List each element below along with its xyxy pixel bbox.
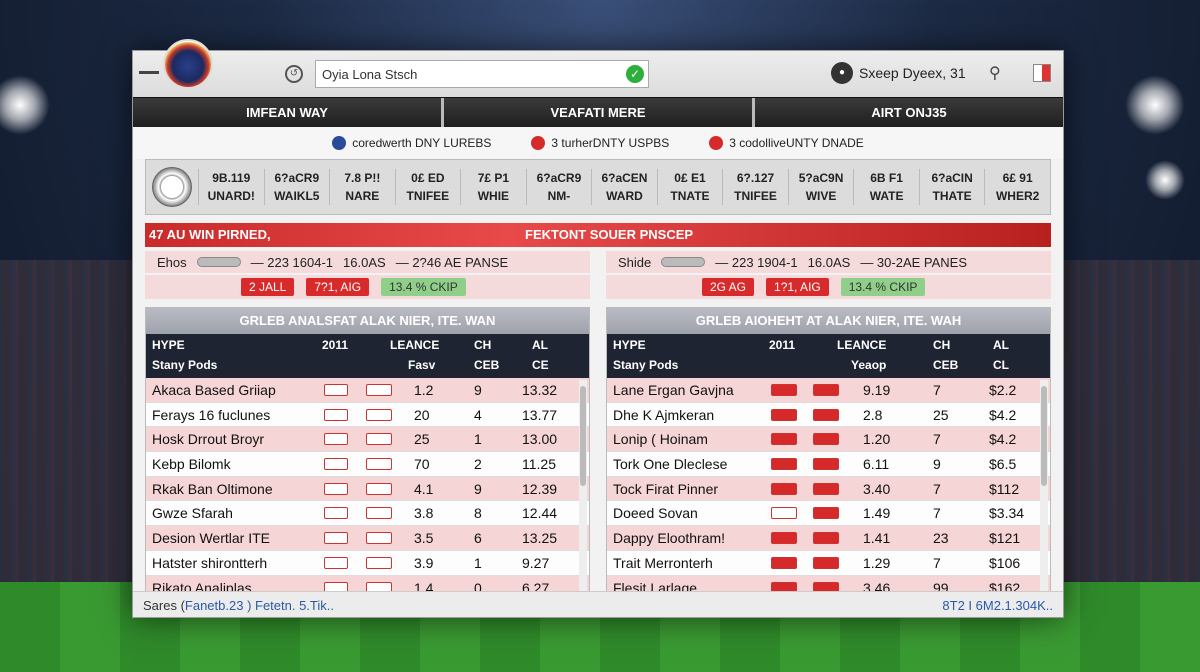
table-row[interactable]: Dappy Eloothram! 1.41 23 $121 — [607, 526, 1050, 551]
league-filter-bar: coredwerth DNY LUREBS 3 turherDNTY USPBS… — [133, 127, 1063, 159]
table-row[interactable]: Lonip ( Hoinam 1.20 7 $4.2 — [607, 427, 1050, 453]
match-row: Ehos — 223 1604-1 16.0AS — 2?46 AE PANSE S… — [145, 251, 1051, 273]
table-row[interactable]: Desion Wertlar ITE 3.5 6 13.25 — [146, 526, 589, 551]
menu-icon[interactable] — [139, 71, 159, 74]
tab-1[interactable]: IMFEAN WAY — [133, 98, 444, 127]
tables-area: GRLEB ANALSFAT ALAK NIER, ITE. WAN HYPE … — [145, 307, 1051, 601]
table-row[interactable]: Ferays 16 fuclunes 20 4 13.77 — [146, 402, 589, 428]
table-row[interactable]: Kebp Bilomk 70 2 11.25 — [146, 452, 589, 477]
flag-icon[interactable] — [1033, 64, 1051, 82]
scrollbar[interactable] — [1040, 380, 1048, 596]
location-pin-icon[interactable]: ⚲ — [989, 65, 1001, 82]
stat-cell[interactable]: 6?aCEN WARD — [591, 169, 657, 205]
odds-row: 2 JALL 7?1, AIG 13.4 % CKIP 2G AG 1?1, A… — [145, 275, 1051, 299]
title-bar: ↺ ✓ ● Sxeep Dyeex, 31 ⚲ — [133, 39, 1063, 97]
tab-2[interactable]: VEAFATI MERE — [444, 98, 755, 127]
stat-cell[interactable]: 6B F1 WATE — [853, 169, 919, 205]
status-bar: Sares (Fanetb.23 ) Fetetn. 5.Tik.. 8T2 I… — [133, 591, 1063, 617]
league-icon — [709, 136, 724, 150]
nav-tabs: IMFEAN WAY VEAFATI MERE AIRT ONJ35 — [133, 97, 1063, 127]
league-icon — [332, 136, 347, 150]
league-label: coredwerth DNY LUREBS — [352, 136, 492, 150]
featured-match-banner: 47 AU WIN PIRNED, FEKTONT SOUER PNSCEP — [145, 223, 1051, 247]
odds-button[interactable]: 13.4 % CKIP — [381, 278, 466, 296]
right-table-panel: GRLEB AIOHEHT AT ALAK NIER, ITE. WAH HYP… — [606, 307, 1051, 601]
toggle-icon[interactable] — [196, 257, 241, 267]
stats-strip: 9B.119 UNARD! 6?aCR9 WAIKL5 7.8 P!! NARE 0£… — [145, 159, 1051, 215]
search-input[interactable] — [322, 66, 612, 82]
stat-cell[interactable]: 6?aCR9 WAIKL5 — [263, 169, 330, 205]
stat-cell[interactable]: 6?.127 TNIFEE — [722, 169, 788, 205]
table-body: Akaca Based Griiap 1.2 9 13.32 Ferays 16 fu… — [146, 378, 589, 601]
table-row[interactable]: Dhe K Ajmkeran 2.8 25 $4.2 — [607, 402, 1050, 428]
league-item[interactable]: 3 codolliveUNTY DNADE — [709, 136, 864, 150]
table-row[interactable]: Trait Merronterh 1.29 7 $106 — [607, 550, 1050, 576]
floodlight — [1145, 160, 1185, 200]
stat-cell[interactable]: 6?aCR9 NM- — [525, 169, 592, 205]
search-box[interactable]: ✓ — [315, 60, 649, 88]
odds-button[interactable]: 7?1, AIG — [306, 278, 370, 296]
soccer-ball-icon — [152, 167, 192, 207]
scrollbar[interactable] — [579, 380, 587, 596]
odds-button[interactable]: 2G AG — [702, 278, 755, 296]
table-row[interactable]: Doeed Sovan 1.49 7 $3.34 — [607, 501, 1050, 527]
floodlight — [0, 75, 50, 135]
user-avatar-icon: ● — [831, 62, 853, 84]
app-window: ↺ ✓ ● Sxeep Dyeex, 31 ⚲ IMFEAN WAY VEAFA… — [132, 39, 1064, 618]
history-icon[interactable]: ↺ — [285, 65, 303, 83]
user-name: Sxeep Dyeex, 31 — [859, 65, 966, 81]
odds-left: 2 JALL 7?1, AIG 13.4 % CKIP — [145, 275, 590, 299]
banner-title: FEKTONT SOUER PNSCEP — [525, 227, 694, 242]
stat-cell[interactable]: 6£ 91 WHER2 — [984, 169, 1050, 205]
toggle-icon[interactable] — [661, 257, 706, 267]
league-item[interactable]: coredwerth DNY LUREBS — [332, 136, 491, 150]
league-item[interactable]: 3 turherDNTY USPBS — [531, 136, 669, 150]
stat-cell[interactable]: 0£ E1 TNATE — [656, 169, 723, 205]
stat-cell[interactable]: 7.8 P!! NARE — [329, 169, 395, 205]
league-icon — [531, 136, 546, 150]
left-table-panel: GRLEB ANALSFAT ALAK NIER, ITE. WAN HYPE … — [145, 307, 590, 601]
table-row[interactable]: Hatster shirontterh 3.9 1 9.27 — [146, 550, 589, 576]
league-label: 3 codolliveUNTY DNADE — [729, 136, 864, 150]
panel-title: GRLEB AIOHEHT AT ALAK NIER, ITE. WAH — [607, 308, 1050, 334]
banner-left-text: 47 AU WIN PIRNED, — [149, 227, 271, 242]
stat-cell[interactable]: 9B.119 UNARD! — [198, 169, 264, 205]
table-header: HYPE 2011 LEANCE CH AL Stany Pods Fasv C… — [146, 334, 589, 378]
table-body: Lane Ergan Gavjna 9.19 7 $2.2 Dhe K Ajmkera… — [607, 378, 1050, 601]
odds-button[interactable]: 13.4 % CKIP — [840, 278, 926, 296]
stat-cell[interactable]: 7£ P1 WHIE — [460, 169, 526, 205]
table-row[interactable]: Akaca Based Griiap 1.2 9 13.32 — [146, 378, 589, 403]
match-left[interactable]: Ehos — 223 1604-1 16.0AS — 2?46 AE PANSE — [145, 251, 590, 273]
stat-cell[interactable]: 5?aC9N WIVE — [787, 169, 854, 205]
user-menu[interactable]: ● Sxeep Dyeex, 31 — [831, 62, 966, 84]
table-row[interactable]: Tock Firat Pinner 3.40 7 $112 — [607, 476, 1050, 502]
panel-title: GRLEB ANALSFAT ALAK NIER, ITE. WAN — [146, 308, 589, 334]
tab-3[interactable]: AIRT ONJ35 — [755, 98, 1063, 127]
table-row[interactable]: Gwze Sfarah 3.8 8 12.44 — [146, 501, 589, 527]
odds-button[interactable]: 1?1, AIG — [766, 278, 829, 296]
status-left: Sares (Fanetb.23 ) Fetetn. 5.Tik.. — [143, 598, 334, 613]
floodlight — [1125, 75, 1185, 135]
table-row[interactable]: Lane Ergan Gavjna 9.19 7 $2.2 — [607, 378, 1050, 403]
table-header: HYPE 2011 LEANCE CH AL Stany Pods Yeaop … — [607, 334, 1050, 378]
table-row[interactable]: Rkak Ban Oltimone 4.1 9 12.39 — [146, 476, 589, 502]
odds-button[interactable]: 2 JALL — [241, 278, 295, 296]
status-right: 8T2 I 6M2.1.304K.. — [942, 598, 1053, 613]
table-row[interactable]: Hosk Drrout Broyr 25 1 13.00 — [146, 427, 589, 453]
match-right[interactable]: Shide — 223 1904-1 16.0AS — 30-2AE PANES — [606, 251, 1051, 273]
stat-cell[interactable]: 6?aCIN THATE — [918, 169, 985, 205]
stat-cell[interactable]: 0£ ED TNIFEE — [394, 169, 461, 205]
league-label: 3 turherDNTY USPBS — [551, 136, 670, 150]
check-icon[interactable]: ✓ — [626, 65, 644, 83]
table-row[interactable]: Tork One Dleclese 6.11 9 $6.5 — [607, 452, 1050, 477]
club-logo — [163, 39, 213, 89]
odds-right: 2G AG 1?1, AIG 13.4 % CKIP — [606, 275, 1051, 299]
